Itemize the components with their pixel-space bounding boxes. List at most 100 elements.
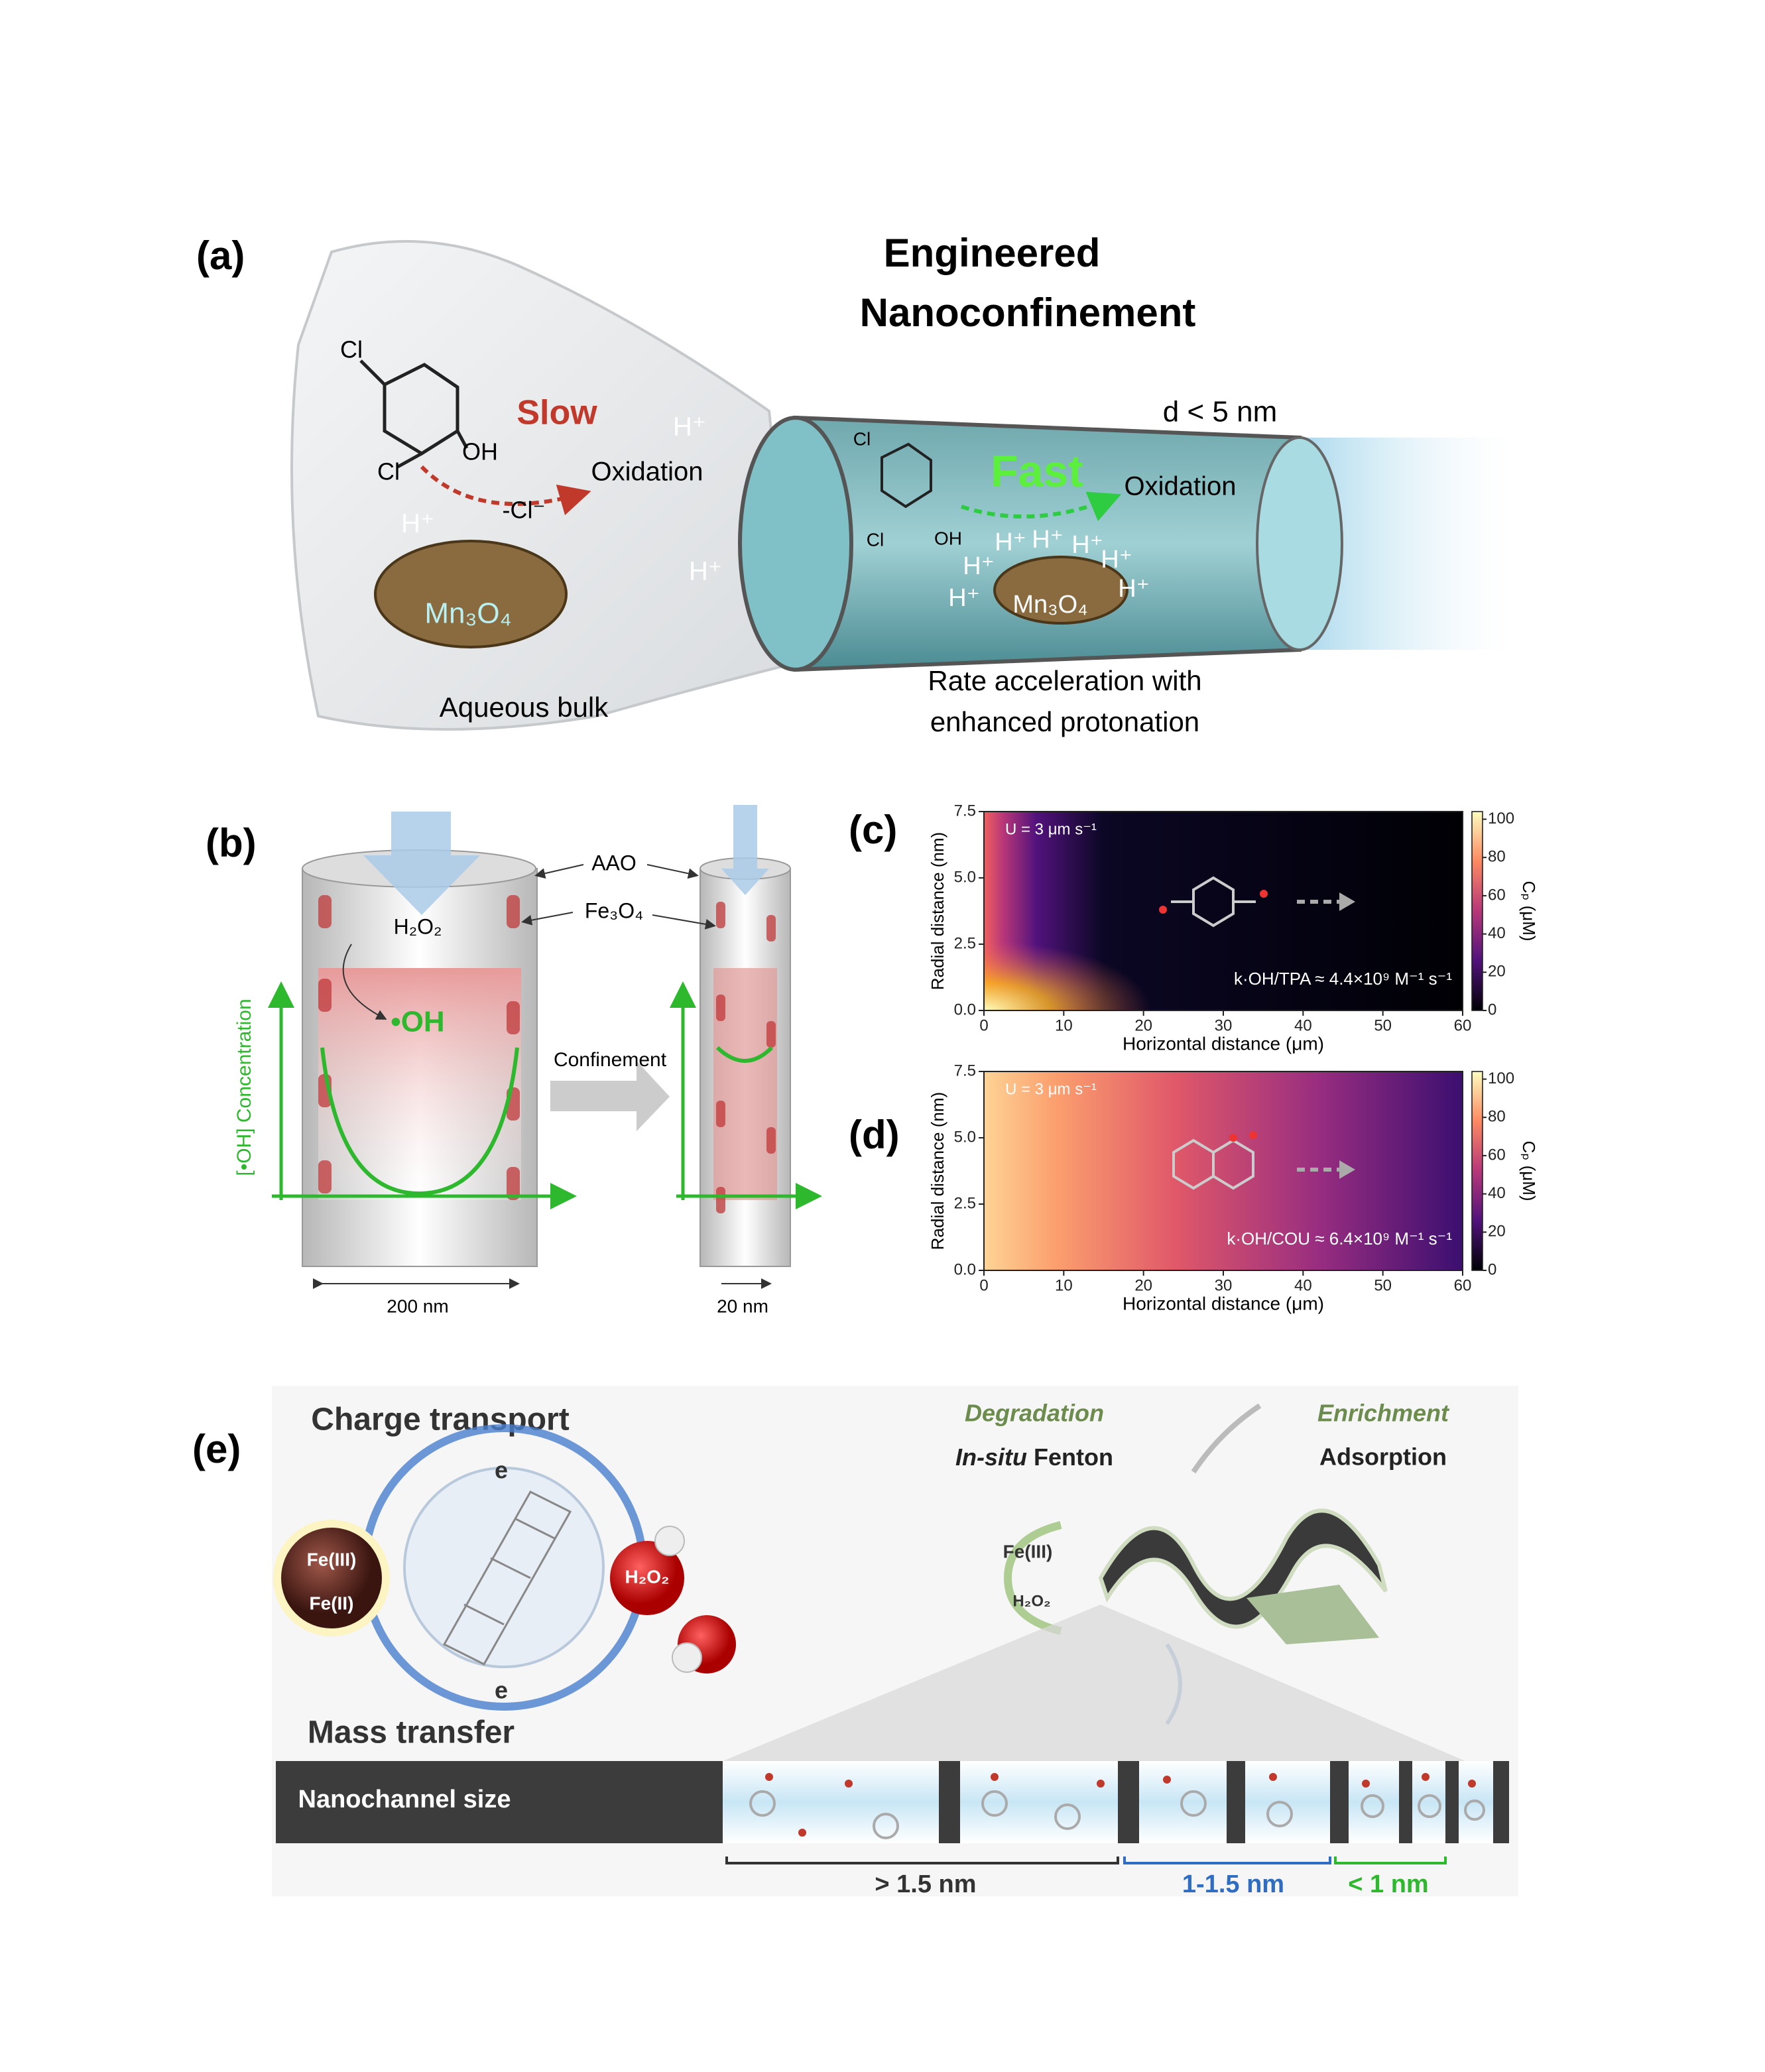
caption: enhanced protonation (930, 706, 1199, 737)
dimension-label: 200 nm (387, 1296, 448, 1316)
rate-constant: k·OH/TPA ≈ 4.4×10⁹ M⁻¹ s⁻¹ (1234, 969, 1452, 989)
x-axis-label: Horizontal distance (μm) (1123, 1033, 1324, 1054)
panel-c: (c) 0 10 20 30 40 50 60 0.0 2.5 5.0 7.5 0 20 40 60 80 10… (849, 802, 1539, 1054)
degradation-label: Degradation (965, 1400, 1104, 1427)
oxidation-label: Oxidation (591, 457, 703, 487)
bond (396, 452, 423, 469)
bulk-label: Aqueous bulk (440, 692, 609, 723)
in-situ: In-situ (955, 1443, 1027, 1471)
molecules (765, 1773, 1476, 1837)
proton: H⁺ (995, 528, 1026, 556)
h2o2-sphere (610, 1541, 684, 1615)
y-tick-label: 7.5 (954, 1062, 976, 1079)
panel-b: (b) AAO Fe₃O₄ H₂O₂ •OH Confinement [•OH]… (206, 805, 822, 1316)
confinement-arrow (550, 1061, 670, 1131)
tube-exit (1256, 436, 1343, 651)
dimension-label: 20 nm (717, 1296, 768, 1316)
y-tick-label: 7.5 (954, 802, 976, 820)
proton: H⁺ (1071, 531, 1103, 559)
y-tick-label: 0.0 (954, 1001, 976, 1018)
nanochannel-bar (276, 1761, 723, 1843)
proton: H⁺ (948, 584, 980, 612)
atom: Cl (853, 428, 871, 449)
y-tick-label: 0.0 (954, 1260, 976, 1278)
x-tick-label: 30 (1215, 1016, 1233, 1034)
panel-label: (d) (849, 1113, 900, 1157)
x-tick-label: 60 (1454, 1016, 1472, 1034)
flow-arrow (1339, 892, 1355, 911)
aao-label: AAO (591, 851, 637, 875)
range-label: 1-1.5 nm (1182, 1870, 1284, 1898)
y-tick-label: 5.0 (954, 868, 976, 886)
zoom-triangle (723, 1605, 1465, 1761)
oh-label: •OH (391, 1006, 444, 1038)
pointer (521, 912, 574, 926)
nanochannel-label: Nanochannel size (298, 1786, 511, 1813)
sheet (1098, 1508, 1388, 1629)
catalyst-label: Mn₃O₄ (424, 597, 511, 630)
pointer (534, 864, 584, 879)
bracket (725, 1857, 1119, 1864)
axes (268, 981, 822, 1209)
panel-label: (c) (849, 808, 897, 852)
oxidation-label: Oxidation (1125, 472, 1237, 501)
slow-label: Slow (517, 394, 597, 432)
colorbar-tick-label: 0 (1488, 1001, 1496, 1018)
atom: OH (462, 438, 498, 465)
particles (318, 895, 776, 1213)
panel-a: (a) Engineered Nanoconfinement d < 5 nm … (196, 231, 1512, 737)
title: Nanoconfinement (860, 290, 1196, 335)
title: Engineered (884, 231, 1101, 275)
colorbar-label: Cₚ (μM) (1519, 1140, 1539, 1201)
proton: H⁺ (963, 552, 995, 580)
fe2-label: Fe(II) (310, 1593, 354, 1613)
fe-sphere (281, 1528, 382, 1628)
catalyst-particle (993, 556, 1128, 625)
nanotube-circle (403, 1467, 605, 1668)
h2o2-label: H₂O₂ (1012, 1592, 1050, 1610)
x-tick-label: 20 (1134, 1276, 1152, 1294)
proton: H⁺ (401, 509, 434, 538)
hydrogen-sphere (654, 1526, 685, 1556)
bond (359, 359, 386, 386)
diameter: d < 5 nm (1163, 396, 1277, 428)
hydrogen-sphere (672, 1642, 702, 1673)
atom: Cl (377, 458, 400, 485)
pore-fill (318, 968, 521, 1200)
protons: H⁺ H⁺ H⁺ H⁺ H⁺ H⁺ H⁺ (948, 526, 1150, 612)
mass-transfer: Mass transfer (308, 1715, 515, 1750)
molecule (1172, 1131, 1257, 1190)
electron-label: e (495, 1677, 508, 1704)
range-label: < 1 nm (1348, 1870, 1428, 1898)
y-tick-label: 5.0 (954, 1128, 976, 1146)
y-tick-label: 2.5 (954, 1194, 976, 1212)
bracket (1123, 1857, 1331, 1864)
panel-d: (d) 0 10 20 30 40 50 60 0.0 2.5 5.0 7.5 0 20 40 60 80 10… (849, 1062, 1539, 1313)
heatmap-hot (984, 812, 1463, 1010)
atom: Cl (867, 529, 884, 550)
proton: H⁺ (1101, 546, 1132, 574)
reaction-arrow (961, 491, 1122, 521)
catalyst-label: Mn₃O₄ (1012, 591, 1087, 619)
reaction-arrow (420, 465, 591, 516)
heatmap (984, 1071, 1463, 1270)
x-tick-label: 40 (1294, 1276, 1312, 1294)
confinement-label: Confinement (554, 1049, 667, 1071)
y-axis-label: Radial distance (nm) (928, 832, 947, 990)
colorbar-tick-label: 100 (1488, 810, 1514, 827)
range-label: > 1.5 nm (875, 1870, 976, 1898)
colorbar-tick-label: 80 (1488, 1108, 1506, 1126)
colorbar-label: Cₚ (μM) (1519, 881, 1539, 941)
x-tick-label: 40 (1294, 1016, 1312, 1034)
adsorption-label: Adsorption (1319, 1443, 1447, 1471)
nanotube (442, 1491, 572, 1666)
leaving-group: -Cl⁻ (503, 497, 546, 524)
colorbar-tick-label: 20 (1488, 1223, 1506, 1241)
panel-label: (a) (196, 233, 245, 278)
x-tick-label: 50 (1374, 1276, 1392, 1294)
channel-walls (939, 1761, 1509, 1843)
atom: Cl (340, 336, 363, 363)
fast-label: Fast (991, 446, 1083, 497)
